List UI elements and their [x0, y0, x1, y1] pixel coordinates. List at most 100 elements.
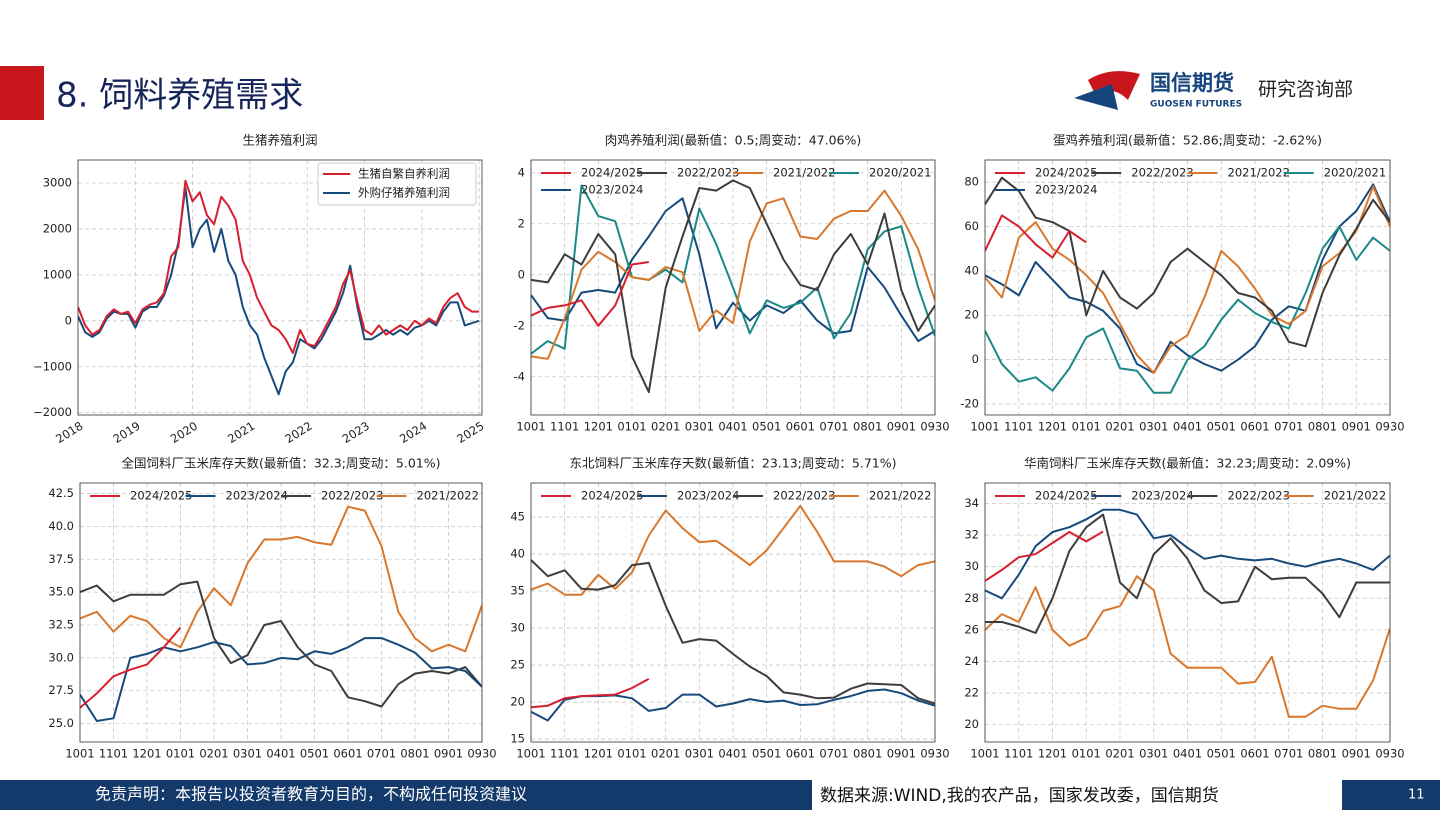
- legend-label: 2021/2022: [869, 489, 931, 503]
- plot-frame: [530, 159, 936, 416]
- series-line: [985, 530, 1104, 582]
- company-name-en: GUOSEN FUTURES: [1150, 100, 1242, 110]
- x-tick-label: 1101: [550, 420, 579, 434]
- x-tick-label: 1001: [970, 747, 999, 761]
- x-tick-label: 0401: [718, 747, 747, 761]
- series-line: [531, 179, 935, 394]
- y-tick-label: 0: [972, 352, 979, 366]
- x-tick-label: 2022: [282, 419, 314, 446]
- legend-label: 2021/2022: [1324, 489, 1386, 503]
- legend-label: 2023/2024: [1035, 183, 1097, 197]
- y-tick-label: 4: [518, 165, 525, 179]
- legend: 2024/2025 2023/2024 2022/2023 2021/2022: [541, 489, 931, 503]
- x-tick-label: 0930: [920, 420, 949, 434]
- legend-label: 2020/2021: [869, 166, 931, 180]
- legend-label: 2022/2023: [321, 489, 383, 503]
- plot-frame: [77, 159, 483, 416]
- x-tick-label: 2023: [340, 419, 372, 446]
- y-tick-label: 3000: [43, 175, 72, 189]
- department: 研究咨询部: [1258, 79, 1353, 101]
- legend-box: [317, 162, 477, 206]
- x-tick-label: 0701: [819, 420, 848, 434]
- legend-label: 2023/2024: [677, 489, 739, 503]
- y-tick-label: 20: [510, 695, 525, 709]
- series-line: [80, 505, 482, 653]
- series-line: [531, 504, 935, 596]
- legend: 2024/2025 2023/2024 2022/2023 2021/2022: [995, 489, 1386, 503]
- y-tick-label: 25.0: [48, 716, 74, 730]
- legend-label: 外购仔猪养殖利润: [358, 186, 450, 200]
- x-tick-label: 1201: [584, 747, 613, 761]
- x-tick-label: 0601: [786, 420, 815, 434]
- series-line: [985, 575, 1390, 718]
- x-tick-label: 2024: [397, 419, 429, 446]
- y-tick-label: 35.0: [48, 585, 74, 599]
- y-tick-label: 24: [964, 654, 979, 668]
- y-tick-label: −2000: [33, 405, 72, 419]
- series-line: [985, 513, 1390, 634]
- plot-frame: [984, 159, 1391, 416]
- y-tick-label: 30: [964, 559, 979, 573]
- logo: [1074, 71, 1140, 110]
- y-tick-label: 30.0: [48, 650, 74, 664]
- series-line: [80, 626, 182, 709]
- slide-title: 8. 饲料养殖需求: [56, 76, 303, 116]
- legend-label: 2023/2024: [581, 183, 643, 197]
- data-source: 数据来源:WIND,我的农产品，国家发改委，国信期货: [820, 786, 1219, 806]
- x-tick-label: 0201: [1105, 420, 1134, 434]
- x-tick-label: 1201: [132, 747, 161, 761]
- plot-frame: [79, 482, 483, 743]
- x-tick-label: 2018: [53, 419, 85, 446]
- x-tick-label: 1001: [516, 420, 545, 434]
- disclaimer: 免责声明：本报告以投资者教育为目的，不构成任何投资建议: [95, 785, 527, 804]
- x-tick-label: 0930: [920, 747, 949, 761]
- x-tick-label: 1001: [970, 420, 999, 434]
- x-tick-label: 0930: [467, 747, 496, 761]
- series-line: [531, 189, 935, 360]
- x-tick-label: 0701: [1274, 420, 1303, 434]
- x-tick-label: 0501: [752, 420, 781, 434]
- y-tick-label: 35: [510, 584, 525, 598]
- x-tick-label: 0301: [1139, 420, 1168, 434]
- plot-frame: [984, 482, 1391, 743]
- legend-label: 2021/2022: [417, 489, 479, 503]
- legend: 2024/2025 2022/2023 2021/2022 2020/2021 2023…: [541, 166, 931, 197]
- x-tick-label: 0801: [853, 420, 882, 434]
- x-tick-label: 2025: [454, 419, 486, 446]
- legend-label: 2023/2024: [1131, 489, 1193, 503]
- series-line: [985, 185, 1390, 374]
- x-tick-label: 0901: [887, 420, 916, 434]
- y-tick-label: 1000: [43, 267, 72, 281]
- chart: 全国饲料厂玉米库存天数(最新值：32.3;周变动：5.01%) 1001 1101 1…: [48, 456, 496, 761]
- y-tick-label: -2: [514, 318, 525, 332]
- x-tick-label: 1001: [65, 747, 94, 761]
- y-tick-label: 28: [964, 591, 979, 605]
- legend-label: 2021/2022: [773, 166, 835, 180]
- x-tick-label: 0501: [1207, 747, 1236, 761]
- x-tick-label: 0401: [718, 420, 747, 434]
- y-tick-label: 15: [510, 732, 525, 746]
- legend-label: 2021/2022: [1228, 166, 1290, 180]
- series-line: [531, 197, 935, 343]
- source-box: [812, 780, 1342, 810]
- legend-label: 2024/2025: [130, 489, 192, 503]
- x-tick-label: 0401: [266, 747, 295, 761]
- x-tick-label: 0701: [1274, 747, 1303, 761]
- y-tick-label: 20: [964, 308, 979, 322]
- x-tick-label: 1201: [1038, 747, 1067, 761]
- y-tick-label: 20: [964, 717, 979, 731]
- x-tick-label: 0301: [685, 747, 714, 761]
- chart: 肉鸡养殖利润(最新值：0.5;周变动：47.06%) 1001 1101 1201 01…: [514, 133, 950, 434]
- y-tick-label: 37.5: [48, 552, 74, 566]
- x-tick-label: 0701: [367, 747, 396, 761]
- chart: 东北饲料厂玉米库存天数(最新值：23.13;周变动：5.71%) 1001 1101…: [510, 456, 949, 761]
- y-tick-label: 60: [964, 219, 979, 233]
- x-tick-label: 0301: [233, 747, 262, 761]
- x-tick-label: 0101: [617, 747, 646, 761]
- x-tick-label: 0501: [752, 747, 781, 761]
- chart-title: 生猪养殖利润: [242, 133, 317, 148]
- legend-label: 2024/2025: [581, 489, 643, 503]
- y-tick-label: 25: [510, 658, 525, 672]
- x-tick-label: 0701: [819, 747, 848, 761]
